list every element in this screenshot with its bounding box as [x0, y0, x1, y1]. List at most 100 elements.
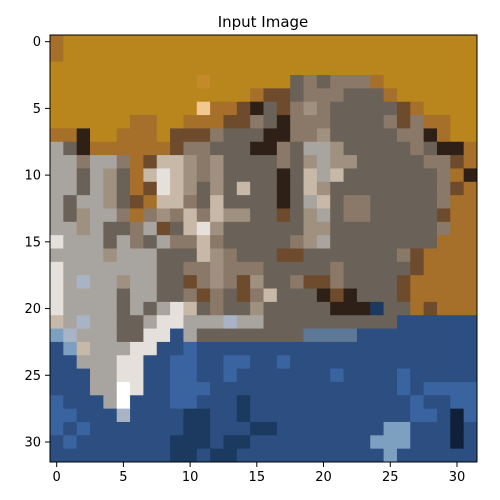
pixel [236, 341, 251, 356]
pixel [210, 141, 224, 156]
pixel [130, 75, 144, 89]
pixel [343, 261, 358, 276]
pixel [116, 48, 131, 63]
pixel [463, 288, 478, 303]
pixel [423, 88, 438, 103]
pixel [423, 155, 438, 169]
pixel [170, 288, 184, 303]
pixel [250, 155, 264, 169]
pixel [343, 61, 358, 76]
pixel [436, 48, 451, 63]
pixel [383, 448, 398, 463]
pixel [50, 195, 64, 209]
pixel [223, 141, 238, 156]
pixel [196, 168, 211, 183]
pixel [263, 368, 278, 383]
pixel [450, 141, 465, 156]
pixel [396, 248, 411, 263]
pixel [183, 195, 198, 209]
pixel [290, 368, 304, 383]
pixel [383, 195, 398, 209]
pixel [210, 101, 224, 116]
pixel [236, 115, 251, 129]
pixel [383, 368, 398, 383]
pixel [343, 75, 358, 89]
pixel [423, 275, 438, 289]
pixel [143, 408, 158, 423]
pixel [436, 141, 451, 156]
pixel [183, 75, 198, 89]
pixel [370, 275, 384, 289]
pixel [116, 368, 131, 383]
pixel [63, 421, 78, 436]
pixel [383, 235, 398, 249]
pixel [343, 235, 358, 249]
pixel [450, 435, 465, 450]
pixel [290, 101, 304, 116]
pixel [63, 168, 78, 183]
pixel [290, 288, 304, 303]
pixel [210, 88, 224, 103]
pixel [436, 381, 451, 396]
pixel [450, 128, 465, 143]
pixel [183, 208, 198, 223]
pixel [463, 421, 478, 436]
pixel [196, 128, 211, 143]
pixel [276, 235, 291, 249]
pixel [303, 128, 318, 143]
pixel [210, 221, 224, 236]
pixel [223, 88, 238, 103]
pixel [236, 435, 251, 450]
pixel [396, 75, 411, 89]
pixel [276, 128, 291, 143]
pixel [63, 155, 78, 169]
pixel [50, 355, 64, 369]
pixel [170, 421, 184, 436]
pixel [356, 288, 371, 303]
pixel [263, 355, 278, 369]
pixel [63, 448, 78, 463]
pixel [396, 395, 411, 410]
pixel [130, 61, 144, 76]
pixel [143, 88, 158, 103]
pixel [143, 341, 158, 356]
pixel [330, 221, 344, 236]
pixel [130, 221, 144, 236]
pixel [50, 275, 64, 289]
x-tick-label: 30 [449, 470, 466, 485]
pixel [303, 48, 318, 63]
pixel [170, 435, 184, 450]
pixel [330, 181, 344, 196]
pixel [383, 275, 398, 289]
pixel [103, 101, 118, 116]
pixel [450, 248, 465, 263]
pixel [276, 395, 291, 410]
pixel [90, 141, 104, 156]
pixel [90, 128, 104, 143]
pixel [170, 155, 184, 169]
pixel [423, 181, 438, 196]
pixel [370, 235, 384, 249]
pixel [90, 221, 104, 236]
pixel [50, 235, 64, 249]
pixel [63, 115, 78, 129]
pixel [436, 435, 451, 450]
pixel [143, 235, 158, 249]
pixel [130, 341, 144, 356]
pixel [210, 288, 224, 303]
pixel [423, 75, 438, 89]
pixel [183, 48, 198, 63]
pixel [463, 435, 478, 450]
pixel [183, 168, 198, 183]
pixel [116, 101, 131, 116]
pixel [330, 61, 344, 76]
pixel [316, 181, 331, 196]
pixel [370, 395, 384, 410]
pixel [370, 408, 384, 423]
pixel [356, 315, 371, 329]
pixel [170, 128, 184, 143]
pixel [276, 248, 291, 263]
pixel [210, 368, 224, 383]
pixel [223, 155, 238, 169]
pixel [276, 408, 291, 423]
